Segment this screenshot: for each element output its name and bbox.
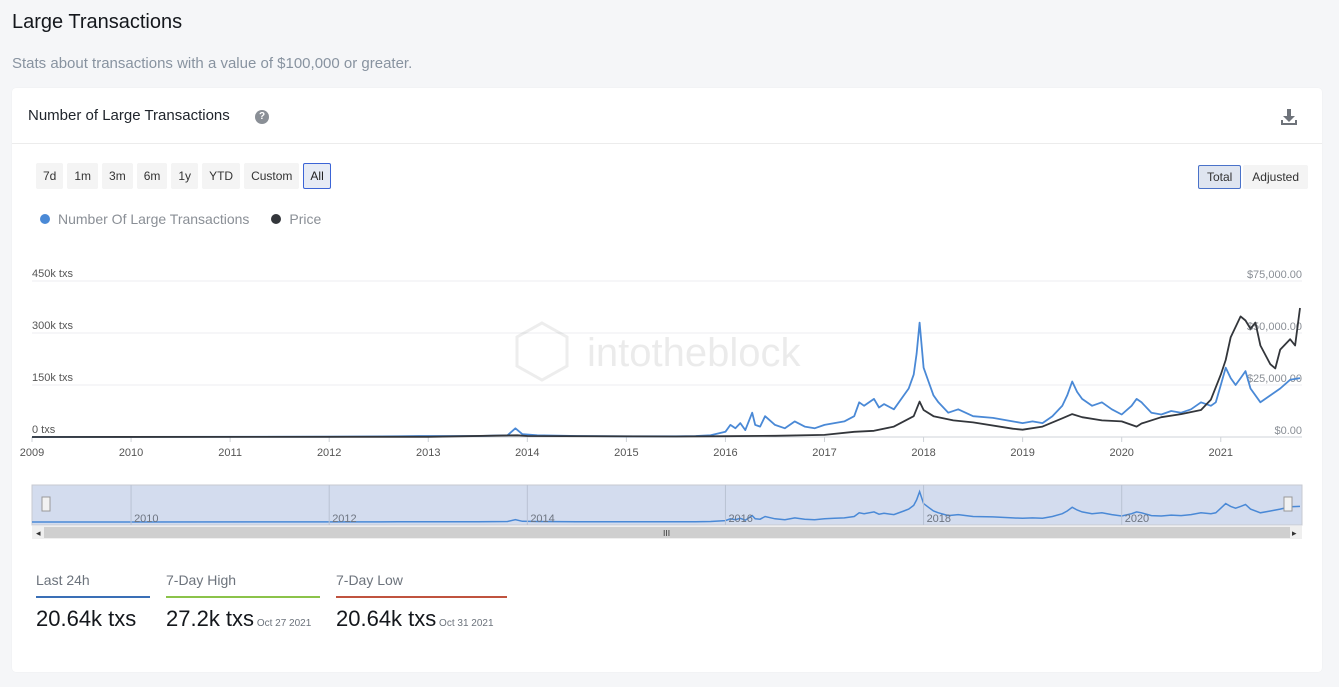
x-tick-label: 2017 bbox=[812, 447, 836, 459]
question-circle-icon[interactable]: ? bbox=[255, 110, 269, 124]
page-subtitle: Stats about transactions with a value of… bbox=[12, 55, 413, 72]
y-left-tick-label: 0 txs bbox=[32, 424, 56, 436]
mode-button-total[interactable]: Total bbox=[1197, 165, 1242, 189]
legend-item-transactions[interactable]: Number Of Large Transactions bbox=[40, 211, 249, 227]
x-tick-label: 2018 bbox=[911, 447, 935, 459]
stat-value-text: 27.2k txs bbox=[166, 606, 255, 631]
scroll-left-arrow-icon[interactable]: ◂ bbox=[36, 529, 41, 539]
watermark-text: intotheblock bbox=[587, 331, 801, 375]
legend-dot-icon bbox=[271, 214, 282, 224]
navigator-tick-label: 2018 bbox=[927, 513, 951, 525]
stat-value: 20.64k txs bbox=[36, 606, 150, 632]
stat-value-text: 20.64k txs bbox=[36, 606, 137, 631]
legend-dot-icon bbox=[40, 214, 50, 224]
page-title: Large Transactions bbox=[12, 11, 183, 33]
navigator-right-handle[interactable] bbox=[1283, 496, 1293, 512]
stat-date: Oct 27 2021 bbox=[254, 618, 312, 629]
y-right-tick-label: $75,000.00 bbox=[1247, 269, 1302, 281]
series-line-price bbox=[31, 307, 1301, 438]
x-tick-label: 2014 bbox=[515, 447, 539, 459]
x-tick-label: 2011 bbox=[218, 447, 242, 459]
watermark-logo-icon bbox=[515, 321, 569, 382]
navigator-left-handle[interactable] bbox=[41, 496, 51, 512]
stats-row: Last 24h 20.64k txs 7-Day High 27.2k txs Oc… bbox=[36, 572, 507, 632]
navigator-tick-label: 2016 bbox=[728, 513, 752, 525]
stat-value: 20.64k txs Oct 31 2021 bbox=[336, 606, 507, 632]
mode-button-adjusted[interactable]: Adjusted bbox=[1243, 165, 1308, 189]
chart-card: Number of Large Transactions ? 7d 1m 3m 6m 1… bbox=[12, 88, 1322, 672]
mode-selector: Total Adjusted bbox=[1197, 165, 1308, 189]
x-tick-label: 2016 bbox=[713, 447, 737, 459]
legend-item-price[interactable]: Price bbox=[271, 211, 321, 227]
navigator-range[interactable] bbox=[31, 484, 1303, 526]
navigator-series-line bbox=[31, 489, 1301, 523]
stat-label: 7-Day Low bbox=[336, 572, 507, 598]
y-left-tick-label: 150k txs bbox=[32, 372, 73, 384]
x-tick-label: 2019 bbox=[1010, 447, 1034, 459]
navigator-tick-label: 2020 bbox=[1125, 513, 1149, 525]
range-button-6m[interactable]: 6m bbox=[136, 163, 168, 189]
y-right-tick-label: $0.00 bbox=[1274, 425, 1302, 437]
y-left-tick-label: 300k txs bbox=[32, 320, 73, 332]
x-tick-label: 2015 bbox=[614, 447, 638, 459]
series-line-transactions bbox=[31, 321, 1301, 438]
stat-label: Last 24h bbox=[36, 572, 150, 598]
scroll-right-arrow-icon[interactable]: ▸ bbox=[1292, 529, 1297, 539]
range-button-7d[interactable]: 7d bbox=[36, 163, 64, 189]
legend-label: Price bbox=[289, 211, 322, 227]
scrollbar-thumb[interactable] bbox=[44, 527, 1290, 538]
navigator-tick-label: 2010 bbox=[134, 513, 158, 525]
range-button-1y[interactable]: 1y bbox=[171, 163, 199, 189]
navigator-tick-label: 2014 bbox=[530, 513, 554, 525]
x-tick-label: 2010 bbox=[119, 447, 143, 459]
y-right-tick-label: $50,000.00 bbox=[1247, 321, 1302, 333]
stat-0: Last 24h 20.64k txs bbox=[36, 572, 150, 632]
x-tick-label: 2020 bbox=[1109, 447, 1133, 459]
x-tick-label: 2012 bbox=[317, 447, 341, 459]
y-left-tick-label: 450k txs bbox=[32, 268, 73, 280]
stat-1: 7-Day High 27.2k txs Oct 27 2021 bbox=[166, 572, 320, 632]
card-header: Number of Large Transactions ? bbox=[12, 88, 1322, 144]
range-button-custom[interactable]: Custom bbox=[244, 163, 300, 189]
chart-legend: Number Of Large Transactions Price bbox=[40, 211, 321, 227]
x-tick-label: 2013 bbox=[416, 447, 440, 459]
stat-value: 27.2k txs Oct 27 2021 bbox=[166, 606, 320, 632]
x-tick-label: 2009 bbox=[20, 447, 44, 459]
scrollbar-grip-icon: III bbox=[663, 529, 670, 538]
range-button-3m[interactable]: 3m bbox=[102, 163, 133, 189]
x-tick-label: 2021 bbox=[1209, 447, 1233, 459]
legend-label: Number Of Large Transactions bbox=[58, 211, 250, 227]
stat-date: Oct 31 2021 bbox=[436, 618, 494, 629]
range-button-ytd[interactable]: YTD bbox=[202, 163, 241, 189]
stat-value-text: 20.64k txs bbox=[336, 606, 437, 631]
download-icon[interactable] bbox=[1280, 108, 1298, 126]
stat-label: 7-Day High bbox=[166, 572, 320, 598]
range-button-all[interactable]: All bbox=[303, 163, 331, 189]
navigator-tick-label: 2012 bbox=[332, 513, 356, 525]
card-title: Number of Large Transactions bbox=[28, 107, 230, 124]
stat-2: 7-Day Low 20.64k txs Oct 31 2021 bbox=[336, 572, 507, 632]
range-selector: 7d 1m 3m 6m 1y YTD Custom All bbox=[36, 163, 331, 189]
range-button-1m[interactable]: 1m bbox=[67, 163, 99, 189]
